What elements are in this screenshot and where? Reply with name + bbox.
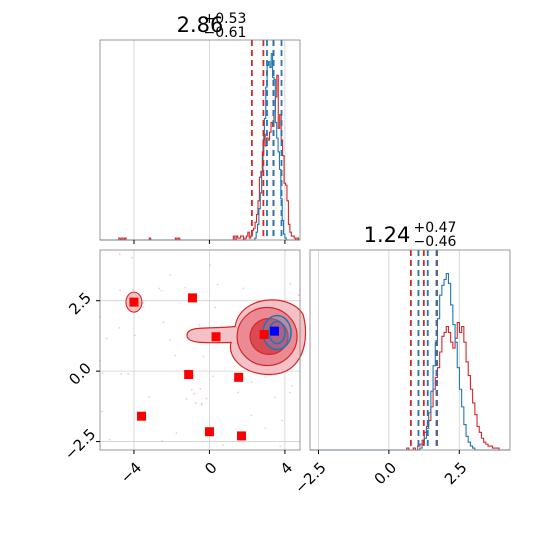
faint-dot-21 bbox=[288, 391, 291, 394]
faint-dot-5 bbox=[142, 306, 145, 309]
faint-dot-36 bbox=[108, 438, 111, 441]
faint-dot-20 bbox=[242, 287, 245, 290]
faint-dot-57 bbox=[273, 396, 276, 399]
faint-dot-55 bbox=[200, 402, 203, 405]
faint-dot-62 bbox=[158, 287, 161, 290]
faint-dot-67 bbox=[147, 396, 150, 398]
faint-dot-22 bbox=[132, 289, 135, 291]
faint-dot-26 bbox=[222, 444, 225, 447]
faint-dot-58 bbox=[250, 381, 253, 383]
faint-dot-1 bbox=[161, 440, 164, 442]
histogram-panel-p1 bbox=[309, 249, 511, 454]
red-marker-4 bbox=[234, 372, 244, 382]
title-p0-sup: +0.53 bbox=[204, 11, 247, 27]
faint-dot-12 bbox=[160, 289, 163, 292]
faint-dot-8 bbox=[175, 432, 178, 434]
faint-dot-18 bbox=[290, 384, 293, 387]
faint-dot-19 bbox=[279, 445, 282, 448]
faint-dot-41 bbox=[134, 334, 136, 337]
title-p1-sup: +0.47 bbox=[414, 220, 457, 236]
faint-dot-53 bbox=[264, 376, 267, 379]
faint-dot-68 bbox=[198, 324, 201, 327]
faint-dot-44 bbox=[297, 294, 300, 297]
faint-dot-48 bbox=[205, 397, 208, 400]
faint-dot-25 bbox=[185, 398, 188, 400]
faint-dot-65 bbox=[250, 414, 253, 417]
faint-dot-15 bbox=[101, 372, 104, 375]
faint-dot-50 bbox=[281, 419, 283, 422]
red-marker-1 bbox=[187, 293, 197, 303]
faint-dot-11 bbox=[194, 402, 197, 404]
faint-dot-4 bbox=[193, 392, 196, 395]
faint-dot-63 bbox=[162, 321, 165, 324]
red-marker-3 bbox=[184, 370, 194, 380]
title-p0-sub: −0.61 bbox=[204, 25, 247, 41]
faint-dot-6 bbox=[127, 373, 130, 375]
faint-dot-38 bbox=[169, 338, 172, 341]
faint-dot-42 bbox=[209, 264, 212, 266]
scatter-contour-panel bbox=[96, 249, 307, 454]
faint-dot-14 bbox=[214, 306, 217, 309]
red-marker-6 bbox=[204, 427, 214, 437]
frame-top bbox=[99, 39, 301, 241]
title-p1-main: 1.24 bbox=[364, 223, 411, 247]
red-marker-8 bbox=[259, 330, 269, 340]
title-p0: 2.86 bbox=[177, 13, 224, 37]
faint-dot-13 bbox=[101, 410, 104, 413]
red-marker-0 bbox=[129, 297, 139, 307]
contour-blue-inner bbox=[268, 320, 286, 345]
title-p1-sub: −0.46 bbox=[414, 234, 457, 250]
title-p0-main: 2.86 bbox=[177, 13, 224, 37]
faint-dot-40 bbox=[120, 373, 123, 376]
frame-right bbox=[309, 249, 511, 451]
red-marker-5 bbox=[137, 411, 147, 421]
faint-dot-9 bbox=[142, 302, 145, 304]
blue-marker-0 bbox=[270, 326, 280, 336]
faint-dot-69 bbox=[190, 388, 193, 391]
faint-dot-28 bbox=[169, 274, 172, 277]
faint-dot-56 bbox=[119, 289, 121, 292]
faint-dot-52 bbox=[237, 391, 240, 394]
histogram-panel-p0 bbox=[99, 39, 301, 244]
faint-dot-37 bbox=[264, 427, 267, 430]
faint-dot-61 bbox=[105, 337, 108, 340]
faint-dot-7 bbox=[216, 283, 219, 286]
red-marker-2 bbox=[211, 332, 221, 342]
faint-dot-51 bbox=[130, 256, 133, 259]
faint-dot-27 bbox=[289, 282, 292, 285]
red-marker-7 bbox=[237, 431, 247, 441]
faint-dot-43 bbox=[118, 253, 121, 255]
frame-mid bbox=[99, 249, 301, 451]
faint-dot-3 bbox=[202, 355, 205, 358]
faint-dot-39 bbox=[174, 354, 177, 357]
faint-dot-34 bbox=[184, 286, 186, 289]
faint-dot-17 bbox=[118, 326, 121, 329]
faint-dot-47 bbox=[199, 387, 202, 390]
faint-dot-45 bbox=[212, 375, 214, 377]
